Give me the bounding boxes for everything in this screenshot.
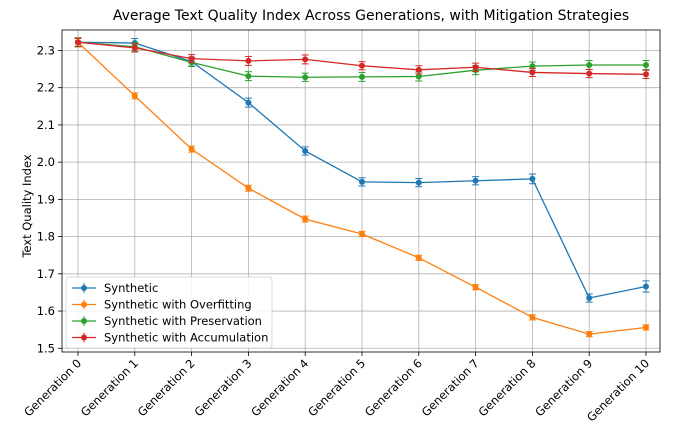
data-point xyxy=(131,92,138,99)
x-tick-label: Generation 1 xyxy=(78,356,141,419)
data-point xyxy=(529,314,536,321)
x-tick-label: Generation 9 xyxy=(532,356,595,419)
legend-item: Synthetic with Accumulation xyxy=(72,331,268,345)
data-point xyxy=(359,73,365,80)
data-point xyxy=(415,254,422,261)
data-point xyxy=(245,99,252,106)
y-tick-label: 2.1 xyxy=(37,118,55,132)
x-tick-label: Generation 7 xyxy=(419,356,482,419)
data-point xyxy=(586,331,593,338)
y-tick-label: 2.2 xyxy=(37,81,55,95)
data-point xyxy=(245,57,252,64)
series-group xyxy=(74,38,650,338)
y-axis-label: Text Quality Index xyxy=(20,154,34,259)
series-group xyxy=(74,37,650,79)
data-point xyxy=(472,177,479,184)
data-point xyxy=(302,216,309,223)
legend-box xyxy=(65,276,273,349)
legend-label: Synthetic xyxy=(104,281,158,295)
data-point xyxy=(472,64,479,71)
x-tick-label: Generation 2 xyxy=(135,356,198,419)
data-point xyxy=(359,178,365,185)
data-point xyxy=(245,73,252,80)
x-tick-label: Generation 0 xyxy=(21,356,84,419)
data-point xyxy=(415,73,422,80)
legend-label: Synthetic with Preservation xyxy=(104,314,262,328)
x-tick-label: Generation 4 xyxy=(248,356,311,419)
plot-frame xyxy=(61,29,661,353)
data-point xyxy=(188,146,195,153)
data-point xyxy=(529,175,536,182)
legend-item: Synthetic xyxy=(72,281,158,295)
legend-swatch-marker xyxy=(81,334,87,341)
data-point xyxy=(131,44,138,51)
data-point xyxy=(302,147,309,154)
data-point xyxy=(643,61,649,68)
x-tick-label: Generation 3 xyxy=(191,356,254,419)
data-point xyxy=(643,283,649,290)
x-tick-label: Generation 5 xyxy=(305,356,368,419)
data-point xyxy=(586,70,593,77)
data-point xyxy=(302,74,309,81)
series-lines xyxy=(74,37,650,338)
y-tick-label: 2.0 xyxy=(37,155,55,169)
data-point xyxy=(245,185,252,192)
x-tick-label: Generation 8 xyxy=(475,356,538,419)
y-tick-label: 1.5 xyxy=(37,341,55,355)
data-point xyxy=(529,69,536,76)
data-point xyxy=(529,63,536,70)
legend-item: Synthetic with Preservation xyxy=(72,314,262,328)
legend-swatch-marker xyxy=(81,318,87,324)
y-tick-label: 1.6 xyxy=(37,304,55,318)
data-point xyxy=(415,66,422,73)
x-tick-label: Generation 6 xyxy=(362,356,425,419)
data-point xyxy=(643,324,649,331)
legend-label: Synthetic with Accumulation xyxy=(104,331,268,345)
data-point xyxy=(359,62,365,69)
chart-title: Average Text Quality Index Across Genera… xyxy=(113,8,629,24)
data-point xyxy=(643,71,649,78)
data-point xyxy=(188,55,195,62)
legend-swatch-marker xyxy=(81,301,87,308)
y-tick-label: 2.3 xyxy=(37,43,55,57)
data-point xyxy=(302,56,309,63)
legend-swatch-marker xyxy=(81,285,87,291)
legend-item: Synthetic with Overfitting xyxy=(72,298,252,312)
data-point xyxy=(472,284,479,291)
data-point xyxy=(415,179,422,186)
data-point xyxy=(586,61,593,68)
y-tick-label: 1.8 xyxy=(37,230,55,244)
legend: Synthetic Synthetic with Overfitting Synth… xyxy=(65,276,273,349)
y-tick-label: 1.7 xyxy=(37,267,55,281)
data-point xyxy=(75,39,81,46)
legend-label: Synthetic with Overfitting xyxy=(104,298,252,312)
data-point xyxy=(359,230,365,237)
y-tick-label: 1.9 xyxy=(37,192,55,206)
data-point xyxy=(586,295,593,302)
